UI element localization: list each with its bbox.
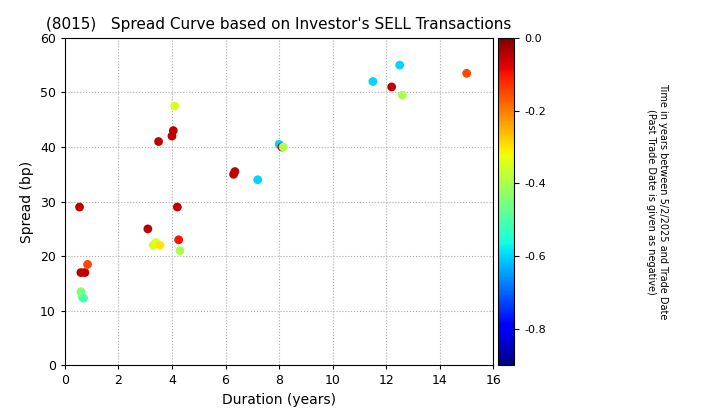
Point	[154, 242, 166, 249]
Point	[367, 78, 379, 85]
Point	[73, 204, 85, 210]
Point	[150, 239, 162, 246]
Point	[142, 226, 153, 232]
Point	[397, 92, 408, 98]
Point	[252, 176, 264, 183]
Point	[229, 168, 240, 175]
Point	[148, 242, 159, 249]
Y-axis label: Spread (bp): Spread (bp)	[20, 160, 35, 243]
Point	[173, 236, 184, 243]
Point	[394, 62, 405, 68]
Point	[75, 269, 86, 276]
Point	[276, 144, 287, 150]
Point	[82, 261, 94, 268]
Point	[78, 295, 89, 302]
Point	[277, 144, 289, 150]
Y-axis label: Time in years between 5/2/2025 and Trade Date
(Past Trade Date is given as negat: Time in years between 5/2/2025 and Trade…	[646, 84, 667, 320]
Title: (8015)   Spread Curve based on Investor's SELL Transactions: (8015) Spread Curve based on Investor's …	[46, 18, 512, 32]
Point	[171, 204, 183, 210]
Point	[166, 133, 178, 139]
X-axis label: Duration (years): Duration (years)	[222, 393, 336, 407]
Point	[79, 269, 91, 276]
Point	[274, 141, 285, 148]
Point	[386, 84, 397, 90]
Point	[168, 127, 179, 134]
Point	[174, 247, 186, 254]
Point	[228, 171, 239, 178]
Point	[76, 294, 88, 301]
Point	[169, 102, 181, 109]
Point	[153, 138, 164, 145]
Point	[75, 288, 86, 295]
Point	[461, 70, 472, 76]
